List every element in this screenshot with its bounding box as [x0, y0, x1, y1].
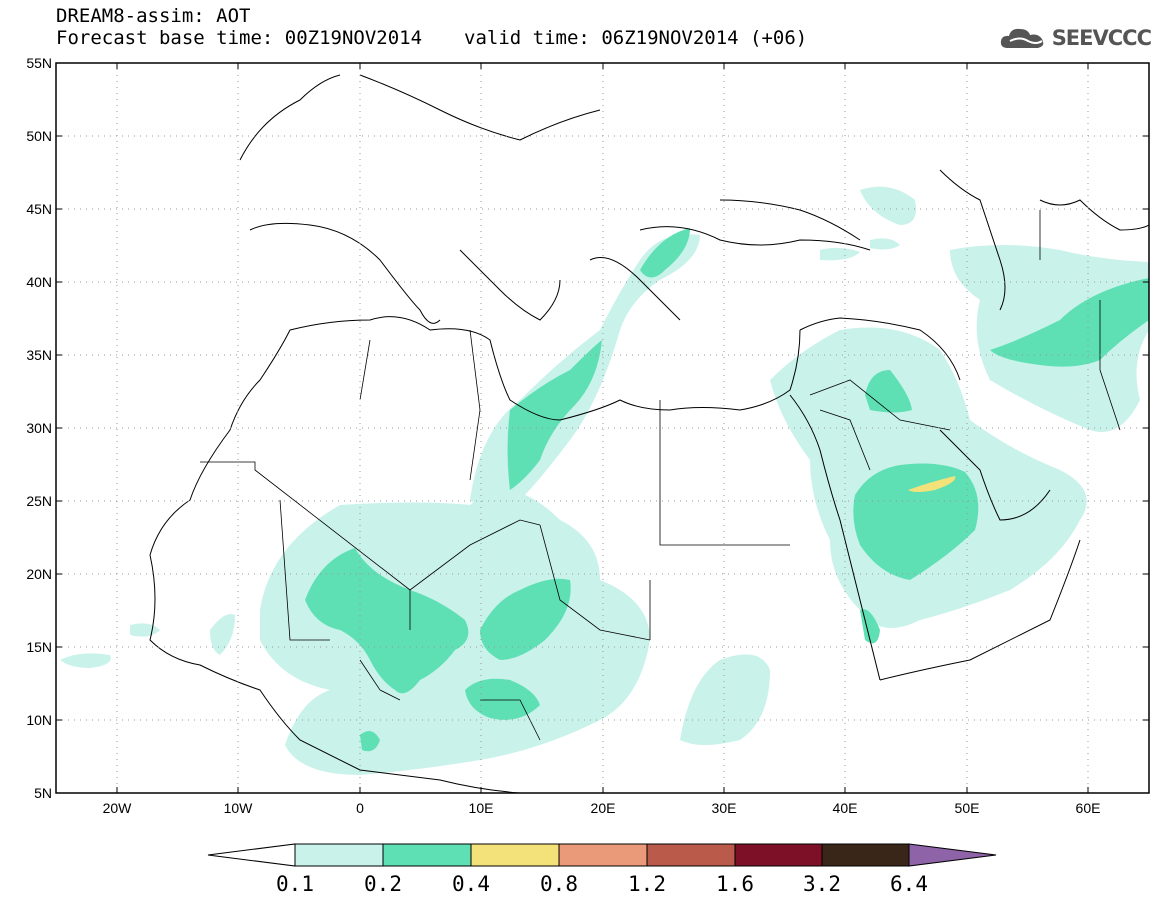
- colorbar-label: 0.2: [364, 872, 402, 896]
- longitude-labels: 20W 10W 0 10E 20E 30E 40E 50E 60E: [103, 800, 1101, 816]
- colorbar-label: 0.1: [276, 872, 314, 896]
- valid-time: valid time: 06Z19NOV2014 (+06): [464, 27, 808, 49]
- borders: [200, 210, 1121, 741]
- colorbar-box: [382, 843, 472, 867]
- lon-label: 10W: [224, 800, 254, 816]
- colorbar-label: 6.4: [890, 872, 928, 896]
- colorbar-label: 0.4: [452, 872, 490, 896]
- aot-level-0.4: [908, 476, 956, 492]
- lon-label: 20E: [591, 800, 616, 816]
- latitude-labels: 55N 50N 45N 40N 35N 30N 25N 20N 15N 10N …: [26, 55, 52, 801]
- lat-label: 30N: [26, 420, 52, 436]
- aot-level-0.1: [60, 186, 1149, 775]
- lat-label: 25N: [26, 493, 52, 509]
- colorbar-box: [558, 843, 648, 867]
- lat-label: 55N: [26, 55, 52, 71]
- lon-label: 60E: [1076, 800, 1101, 816]
- colorbar: 0.1 0.2 0.4 0.8 1.2 1.6 3.2 6.4: [207, 843, 997, 896]
- aot-fields: [60, 186, 1149, 775]
- logo-text: SEEVCCC: [1051, 26, 1152, 50]
- colorbar-high-arrow: [908, 843, 997, 867]
- lon-label: 50E: [955, 800, 980, 816]
- base-time: Forecast base time: 00Z19NOV2014: [56, 27, 423, 49]
- axis-ticks: [56, 62, 1149, 793]
- lat-label: 50N: [26, 128, 52, 144]
- map-title: DREAM8-assim: AOT: [56, 5, 251, 27]
- colorbar-box: [294, 843, 384, 867]
- lon-label: 0: [356, 800, 364, 816]
- colorbar-low-arrow: [207, 843, 296, 867]
- colorbar-box: [734, 843, 823, 867]
- colorbar-box: [821, 843, 910, 867]
- colorbar-box: [470, 843, 560, 867]
- lon-label: 30E: [712, 800, 737, 816]
- lon-label: 20W: [103, 800, 133, 816]
- colorbar-label: 1.6: [716, 872, 754, 896]
- colorbar-label: 1.2: [628, 872, 666, 896]
- lat-label: 15N: [26, 639, 52, 655]
- lon-label: 10E: [469, 800, 494, 816]
- coastlines: [149, 74, 1149, 793]
- graticule: [56, 63, 1149, 793]
- lat-label: 45N: [26, 201, 52, 217]
- lat-label: 20N: [26, 566, 52, 582]
- colorbar-label: 3.2: [803, 872, 841, 896]
- lat-label: 5N: [34, 785, 52, 801]
- lon-label: 40E: [833, 800, 858, 816]
- colorbar-label: 0.8: [540, 872, 578, 896]
- forecast-times: Forecast base time: 00Z19NOV2014 valid ti…: [56, 27, 807, 49]
- colorbar-box: [646, 843, 736, 867]
- seevccc-logo: SEEVCCC: [998, 24, 1152, 52]
- cloud-icon: [1000, 28, 1044, 48]
- lat-label: 40N: [26, 274, 52, 290]
- lat-label: 10N: [26, 712, 52, 728]
- lat-label: 35N: [26, 347, 52, 363]
